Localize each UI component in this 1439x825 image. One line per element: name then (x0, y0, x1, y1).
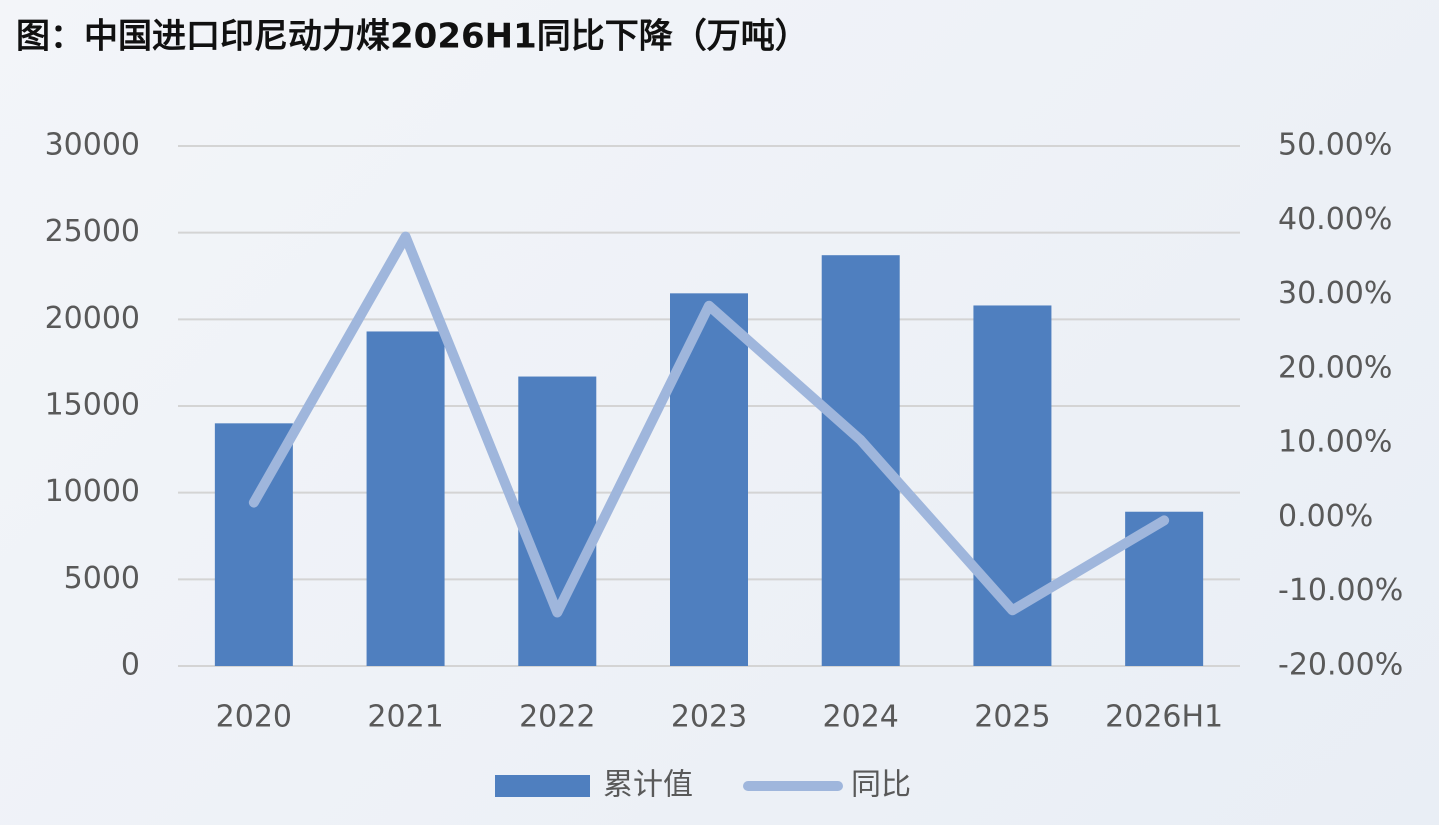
y-tick-label: 0 (121, 648, 140, 683)
y-tick-label: 5000 (64, 561, 140, 596)
bar (821, 255, 900, 666)
x-tick-label: 2025 (974, 700, 1050, 735)
chart-title: 图：中国进口印尼动力煤2026H1同比下降（万吨） (16, 17, 809, 57)
legend-swatch (495, 775, 590, 797)
y-tick-label: 15000 (45, 388, 140, 423)
y-tick-label: 25000 (45, 214, 140, 249)
y2-tick-label: -20.00% (1278, 648, 1403, 683)
bar (518, 376, 597, 666)
x-tick-label: 2022 (519, 700, 595, 735)
y2-tick-label: 10.00% (1278, 425, 1392, 460)
y2-tick-label: 40.00% (1278, 202, 1392, 237)
y2-tick-label: 30.00% (1278, 276, 1392, 311)
y-tick-label: 30000 (45, 128, 140, 163)
bar (670, 293, 748, 666)
line (248, 231, 1170, 618)
y-tick-label: 10000 (45, 474, 140, 509)
y2-tick-label: -10.00% (1278, 573, 1403, 608)
x-tick-label: 2023 (671, 700, 747, 735)
legend-label: 同比 (851, 768, 911, 803)
x-tick-label: 2020 (216, 700, 292, 735)
x-tick-label: 2026H1 (1105, 700, 1223, 735)
x-tick-label: 2021 (367, 700, 443, 735)
x-tick-label: 2024 (823, 700, 899, 735)
y2-tick-label: 50.00% (1278, 128, 1392, 163)
y2-tick-label: 0.00% (1278, 499, 1373, 534)
y-tick-label: 20000 (45, 301, 140, 336)
bar (366, 331, 445, 666)
legend-label: 累计值 (603, 768, 693, 803)
y2-tick-label: 20.00% (1278, 350, 1392, 385)
